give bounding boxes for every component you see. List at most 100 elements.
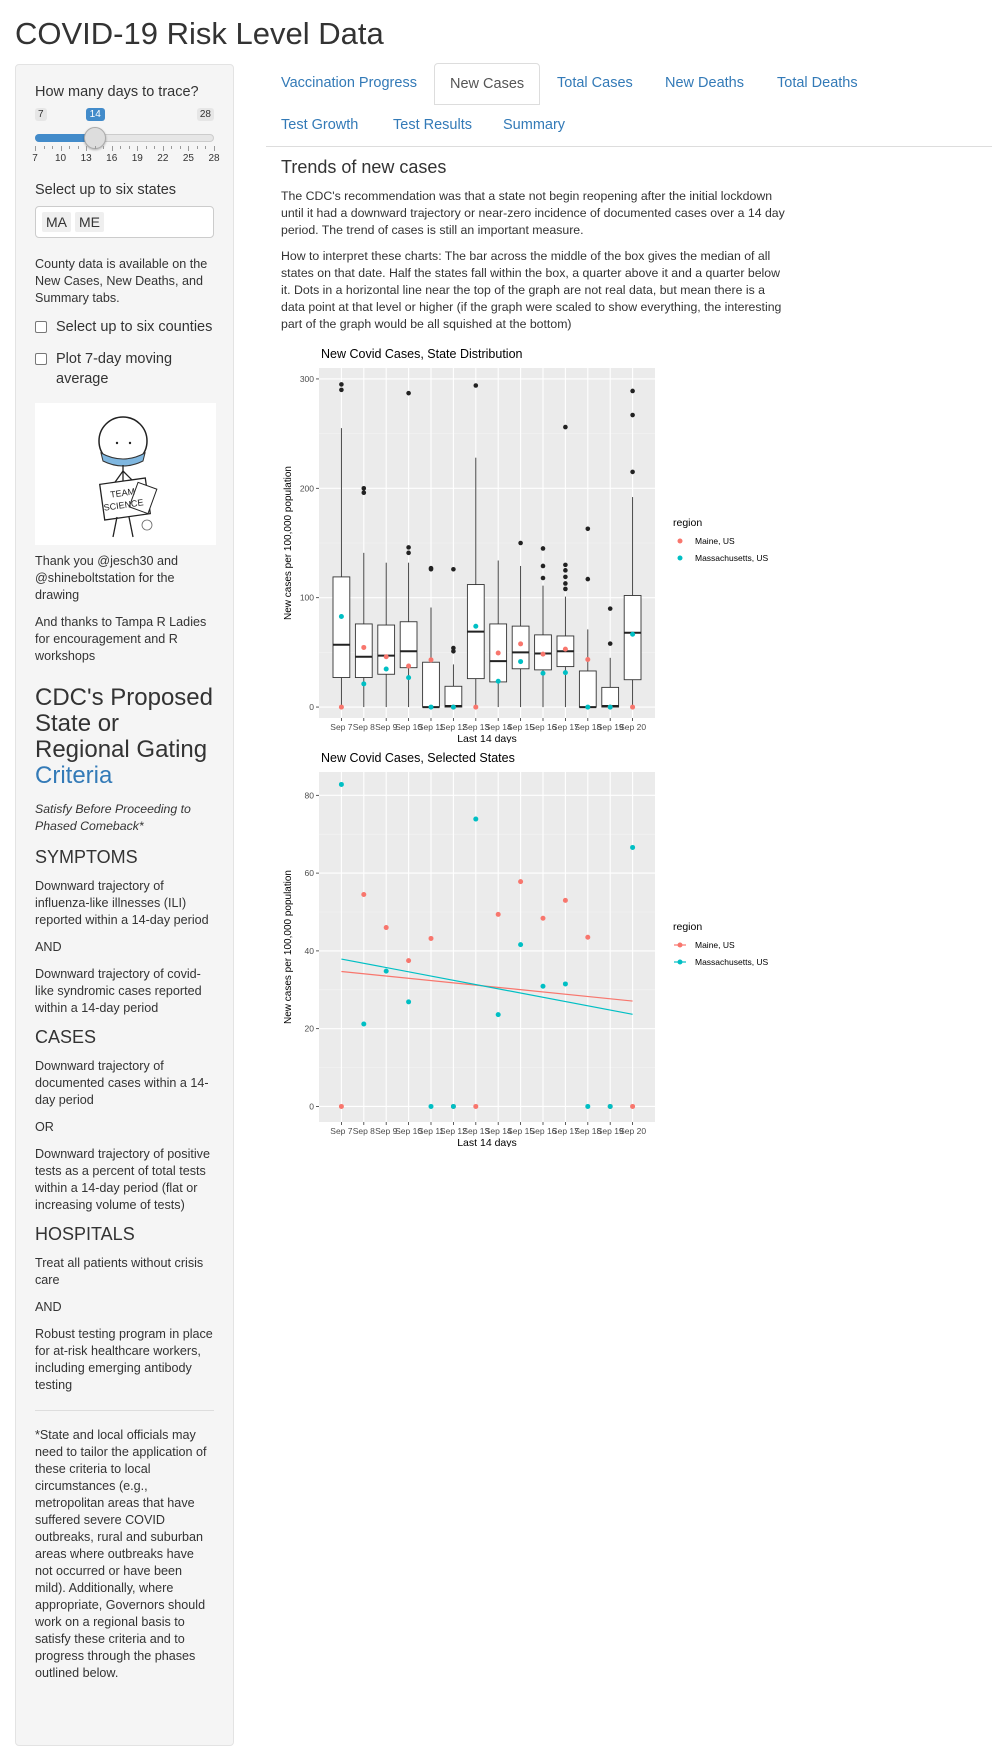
slider-tick-label: 16 [106, 153, 118, 164]
tab-total-cases[interactable]: Total Cases [557, 75, 633, 91]
box-outlier [563, 581, 568, 586]
x-tick-label: Sep 17 [552, 1126, 579, 1136]
box-outlier [451, 566, 456, 572]
x-tick-label: Sep 8 [353, 722, 375, 732]
trend-line [341, 958, 633, 1015]
counties-checkbox-row[interactable]: Select up to six counties [35, 317, 214, 337]
moving-average-checkbox-row[interactable]: Plot 7-day moving average [35, 349, 214, 389]
symptoms-conjunction: AND [35, 940, 62, 954]
box-outlier [540, 546, 546, 551]
hospitals-heading: HOSPITALS [35, 1224, 135, 1244]
x-tick-label: Sep 19 [597, 722, 624, 732]
massachusetts-point [540, 670, 546, 676]
maine-point [473, 1103, 479, 1109]
x-tick-label: Sep 8 [353, 1126, 375, 1136]
x-tick-label: Sep 10 [395, 1126, 422, 1136]
x-tick-label: Sep 11 [418, 722, 445, 732]
y-tick-label: 40 [305, 946, 315, 956]
symptoms-item-1: Downward trajectory of influenza-like il… [35, 879, 209, 927]
maine-point [585, 656, 591, 662]
x-tick-label: Sep 14 [485, 722, 512, 732]
box-outlier [473, 383, 479, 388]
slider-tick-label: 13 [80, 153, 92, 164]
x-tick-label: Sep 12 [440, 1126, 467, 1136]
state-chip-ma[interactable]: MA [42, 212, 71, 232]
maine-point [383, 925, 389, 931]
moving-average-checkbox-label[interactable]: Plot 7-day moving average [56, 351, 173, 387]
slider-min-label: 7 [35, 108, 47, 121]
x-tick-label: Sep 17 [552, 722, 579, 732]
massachusetts-point [428, 1103, 434, 1109]
box [601, 686, 620, 708]
box [578, 670, 597, 708]
box-outlier [563, 424, 568, 430]
legend-title: region [673, 921, 702, 933]
cases-item-2: Downward trajectory of positive tests as… [35, 1147, 210, 1212]
box-outlier [518, 540, 523, 546]
legend-entry: Maine, US [695, 940, 735, 950]
massachusetts-point [518, 659, 524, 665]
y-tick-label: 0 [309, 1101, 314, 1111]
y-tick-label: 100 [300, 593, 314, 603]
sign-text-line1: TEAM [110, 486, 136, 499]
tab-test-growth[interactable]: Test Growth [281, 117, 359, 133]
tab-summary[interactable]: Summary [503, 117, 566, 133]
legend-entry: Massachusetts, US [695, 957, 769, 967]
maine-point [630, 704, 636, 710]
legend-key-point [677, 538, 683, 544]
box-outlier [339, 382, 344, 387]
slider-tick [162, 146, 164, 151]
x-tick-label: Sep 7 [330, 1126, 352, 1136]
tab-vaccination-progress[interactable]: Vaccination Progress [281, 75, 417, 91]
x-axis-title: Last 14 days [457, 1137, 517, 1147]
counties-checkbox-label[interactable]: Select up to six counties [56, 319, 213, 335]
box-outlier [339, 387, 344, 393]
massachusetts-point [450, 704, 456, 710]
cdc-recommendation-text: The CDC's recommendation was that a stat… [281, 189, 785, 237]
scatter-plot-svg: New Covid Cases, Selected States 0 20 40 60 8… [283, 751, 769, 1149]
tab-new-cases[interactable]: New Cases [434, 63, 541, 105]
box-outlier [361, 486, 367, 491]
slider-tick [52, 146, 54, 149]
slider-tick [154, 146, 156, 149]
massachusetts-point [361, 681, 367, 687]
section-heading: Trends of new cases [281, 157, 447, 177]
cases-conjunction: OR [35, 1120, 54, 1134]
cdc-criteria-title-text: CDC's Proposed State or Regional Gating [35, 684, 213, 763]
massachusetts-point [630, 844, 636, 850]
slider-tick [86, 146, 88, 151]
slider-tick [111, 146, 113, 151]
box-outlier [451, 645, 456, 651]
x-tick-label: Sep 9 [375, 1126, 397, 1136]
tab-bar: Vaccination Progress New Cases Total Cas… [266, 63, 992, 147]
box [511, 625, 530, 670]
massachusetts-point [428, 704, 434, 710]
legend-key-point [677, 959, 683, 965]
slider-ticks [35, 146, 215, 152]
maine-point [630, 1103, 636, 1109]
states-select-label: Select up to six states [35, 182, 177, 198]
symptoms-item-2: Downward trajectory of covid-like syndro… [35, 967, 202, 1015]
slider-tick [171, 146, 173, 149]
tab-test-results[interactable]: Test Results [393, 117, 472, 133]
days-slider[interactable]: 7 28 14 7 10 13 16 19 22 25 28 [32, 108, 220, 168]
tab-total-deaths[interactable]: Total Deaths [777, 75, 858, 91]
box-outlier [361, 490, 367, 495]
maine-point [383, 654, 389, 660]
counties-checkbox[interactable] [35, 321, 47, 333]
moving-average-checkbox[interactable] [35, 353, 47, 365]
maine-point [428, 935, 434, 941]
tab-new-deaths[interactable]: New Deaths [665, 75, 744, 91]
maine-point [562, 897, 568, 903]
maine-point [518, 641, 524, 647]
box-outlier [630, 412, 635, 418]
maine-point [406, 663, 412, 669]
cdc-criteria-link[interactable]: Criteria [35, 762, 113, 789]
state-chip-me[interactable]: ME [75, 212, 104, 232]
states-select[interactable]: MA ME [35, 206, 214, 238]
legend-entry: Massachusetts, US [695, 553, 769, 563]
box [332, 576, 351, 678]
x-tick-label: Sep 10 [395, 722, 422, 732]
slider-tick [69, 146, 71, 149]
slider-tick-label: 22 [157, 153, 169, 164]
